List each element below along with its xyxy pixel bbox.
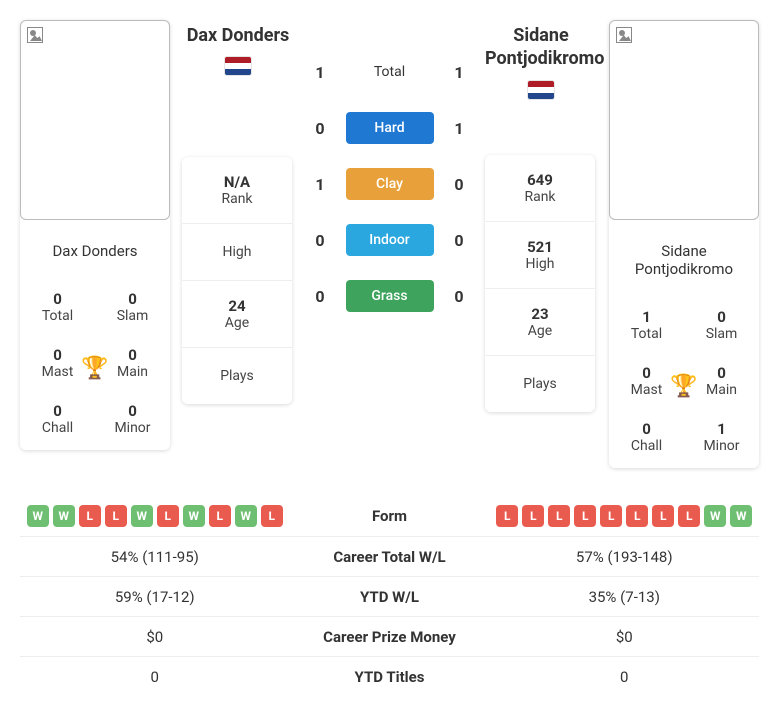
comparison-table: WWLLWLWLWL Form LLLLLLLLWW 54% (111-95) …	[20, 496, 759, 696]
h2h-total: 1 Total 1	[306, 56, 473, 88]
flag-stripe	[528, 93, 554, 99]
p1-chall: 0 Chall	[20, 394, 95, 450]
player2-photo	[609, 20, 759, 220]
broken-image-icon	[27, 27, 43, 43]
h2h-hard: 0 Hard 1	[306, 112, 473, 144]
form-win-icon: W	[235, 505, 257, 527]
p1-high: High	[182, 223, 292, 280]
form-win-icon: W	[131, 505, 153, 527]
player1-bio: N/A Rank High 24 Age Plays	[182, 157, 292, 404]
form-p2: LLLLLLLLWW	[490, 499, 760, 533]
p2-total: 1 Total	[609, 300, 684, 356]
player2-flag-icon	[528, 81, 554, 99]
player2-name-small: Sidane Pontjodikromo	[609, 220, 759, 300]
form-loss-icon: L	[678, 505, 700, 527]
compare-row: 0 YTD Titles 0	[20, 656, 759, 696]
p2-plays: Plays	[485, 355, 595, 412]
compare-label: Career Prize Money	[290, 628, 490, 646]
player2-bio: 649 Rank 521 High 23 Age Plays	[485, 155, 595, 412]
compare-label: YTD Titles	[290, 668, 490, 686]
player1-name-small: Dax Donders	[46, 220, 143, 282]
p1-minor: 0 Minor	[95, 394, 170, 450]
player2-name: Sidane Pontjodikromo	[485, 24, 597, 71]
form-loss-icon: L	[79, 505, 101, 527]
compare-label: Form	[290, 507, 490, 525]
form-win-icon: W	[27, 505, 49, 527]
trophy-icon: 🏆	[670, 374, 697, 399]
form-loss-icon: L	[261, 505, 283, 527]
player2-titles: 1 Total 0 Slam 0 Mast 0 Main 🏆 0 Chall 1	[609, 300, 759, 468]
p2-minor: 1 Minor	[684, 412, 759, 468]
player1-name: Dax Donders	[182, 24, 294, 47]
compare-row: 54% (111-95) Career Total W/L 57% (193-1…	[20, 536, 759, 576]
p2-chall: 0 Chall	[609, 412, 684, 468]
player1-flag-icon	[225, 57, 251, 75]
surface-indoor: Indoor	[346, 224, 434, 256]
surface-clay: Clay	[346, 168, 434, 200]
form-loss-icon: L	[157, 505, 179, 527]
player1-titles: 0 Total 0 Slam 0 Mast 0 Main 🏆 0 Chall 0	[20, 282, 170, 450]
compare-row-form: WWLLWLWLWL Form LLLLLLLLWW	[20, 496, 759, 536]
player2-header: Sidane Pontjodikromo	[485, 20, 597, 99]
p2-age: 23 Age	[485, 288, 595, 355]
form-loss-icon: L	[652, 505, 674, 527]
p1-slam: 0 Slam	[95, 282, 170, 338]
player1-header: Dax Donders	[182, 20, 294, 75]
p2-slam: 0 Slam	[684, 300, 759, 356]
p2-rank: 649 Rank	[485, 155, 595, 221]
surface-total: Total	[346, 56, 434, 88]
p1-rank: N/A Rank	[182, 157, 292, 223]
h2h-column: 1 Total 1 0 Hard 1 1 Clay 0 0 Indoor 0 0…	[306, 20, 473, 312]
form-loss-icon: L	[626, 505, 648, 527]
p2-high: 521 High	[485, 221, 595, 288]
p1-plays: Plays	[182, 347, 292, 404]
compare-label: YTD W/L	[290, 588, 490, 606]
h2h-grass: 0 Grass 0	[306, 280, 473, 312]
form-loss-icon: L	[209, 505, 231, 527]
h2h-indoor: 0 Indoor 0	[306, 224, 473, 256]
form-loss-icon: L	[522, 505, 544, 527]
form-loss-icon: L	[105, 505, 127, 527]
form-loss-icon: L	[574, 505, 596, 527]
trophy-icon: 🏆	[81, 356, 108, 381]
p1-total: 0 Total	[20, 282, 95, 338]
form-loss-icon: L	[600, 505, 622, 527]
surface-hard: Hard	[346, 112, 434, 144]
player2-card: Sidane Pontjodikromo 1 Total 0 Slam 0 Ma…	[609, 20, 759, 468]
p1-age: 24 Age	[182, 280, 292, 347]
player1-card: Dax Donders 0 Total 0 Slam 0 Mast 0 Main…	[20, 20, 170, 450]
broken-image-icon	[616, 27, 632, 43]
form-loss-icon: L	[496, 505, 518, 527]
form-p1: WWLLWLWLWL	[20, 499, 290, 533]
form-win-icon: W	[704, 505, 726, 527]
compare-row: $0 Career Prize Money $0	[20, 616, 759, 656]
form-win-icon: W	[730, 505, 752, 527]
surface-grass: Grass	[346, 280, 434, 312]
flag-stripe	[225, 69, 251, 75]
compare-label: Career Total W/L	[290, 548, 490, 566]
player1-photo	[20, 20, 170, 220]
form-win-icon: W	[53, 505, 75, 527]
h2h-clay: 1 Clay 0	[306, 168, 473, 200]
form-win-icon: W	[183, 505, 205, 527]
compare-row: 59% (17-12) YTD W/L 35% (7-13)	[20, 576, 759, 616]
form-loss-icon: L	[548, 505, 570, 527]
